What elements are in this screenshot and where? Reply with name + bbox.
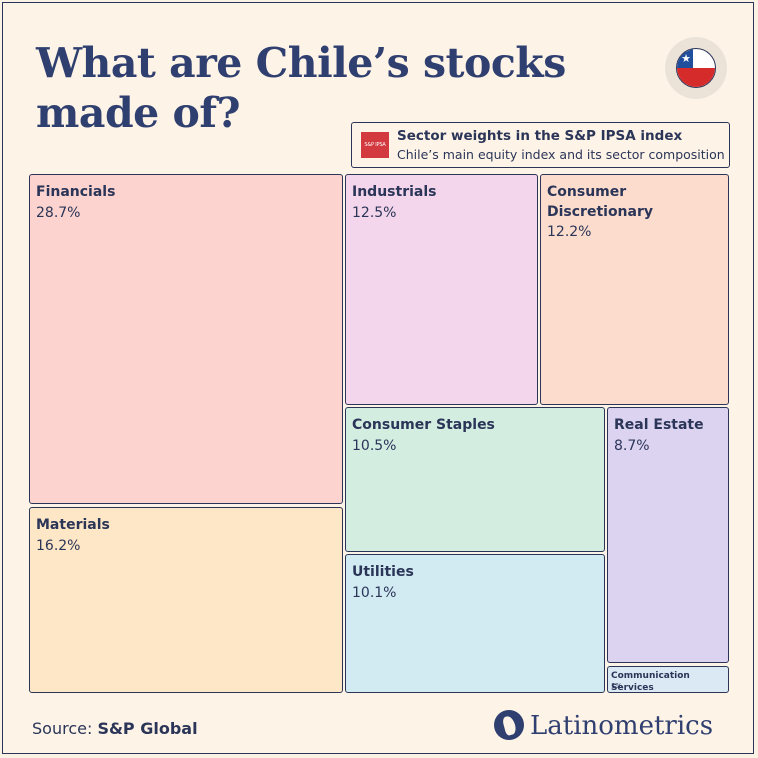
tile-consumer-discretionary: Consumer Discretionary 12.2% (540, 174, 729, 405)
legend-title: Sector weights in the S&P IPSA index (397, 128, 683, 144)
brand-name: Latinometrics (530, 711, 714, 741)
tile-label-industrials: Industrials (352, 184, 437, 200)
tile-value-consumer-discretionary: 12.2% (547, 224, 592, 240)
source-label: Source: (32, 719, 93, 738)
tile-label-communication-services: Communication Services (611, 671, 690, 693)
tile-industrials: Industrials 12.5% (345, 174, 538, 405)
tile-utilities: Utilities 10.1% (345, 554, 605, 693)
tile-consumer-staples: Consumer Staples 10.5% (345, 407, 605, 552)
tile-label-financials: Financials (36, 184, 116, 200)
tile-value-real-estate: 8.7% (614, 438, 650, 454)
tile-communication-services: Communication Services 1% (607, 666, 729, 693)
tile-label-consumer-discretionary: Consumer Discretionary (547, 184, 654, 220)
legend-subtitle: Chile’s main equity index and its sector… (397, 147, 725, 162)
source-note: Source: S&P Global (32, 719, 198, 738)
source-value: S&P Global (97, 719, 198, 738)
tile-materials: Materials 16.2% (29, 507, 343, 693)
tile-label-consumer-staples: Consumer Staples (352, 417, 495, 433)
legend-box: S&P IPSA Sector weights in the S&P IPSA … (351, 122, 730, 168)
tile-value-communication-services: 1% (611, 682, 623, 690)
tile-value-industrials: 12.5% (352, 205, 397, 221)
globe-icon (494, 710, 524, 740)
tile-real-estate: Real Estate 8.7% (607, 407, 729, 663)
tile-value-materials: 16.2% (36, 538, 81, 554)
tile-label-real-estate: Real Estate (614, 417, 704, 433)
chile-flag-icon: ★ (676, 48, 716, 88)
tile-label-materials: Materials (36, 517, 110, 533)
tile-value-utilities: 10.1% (352, 585, 397, 601)
tile-label-utilities: Utilities (352, 564, 414, 580)
tile-value-financials: 28.7% (36, 205, 81, 221)
page-title: What are Chile’s stocks made of? (36, 39, 566, 137)
tile-financials: Financials 28.7% (29, 174, 343, 504)
tile-value-consumer-staples: 10.5% (352, 438, 397, 454)
sp-ipsa-logo: S&P IPSA (361, 132, 389, 158)
